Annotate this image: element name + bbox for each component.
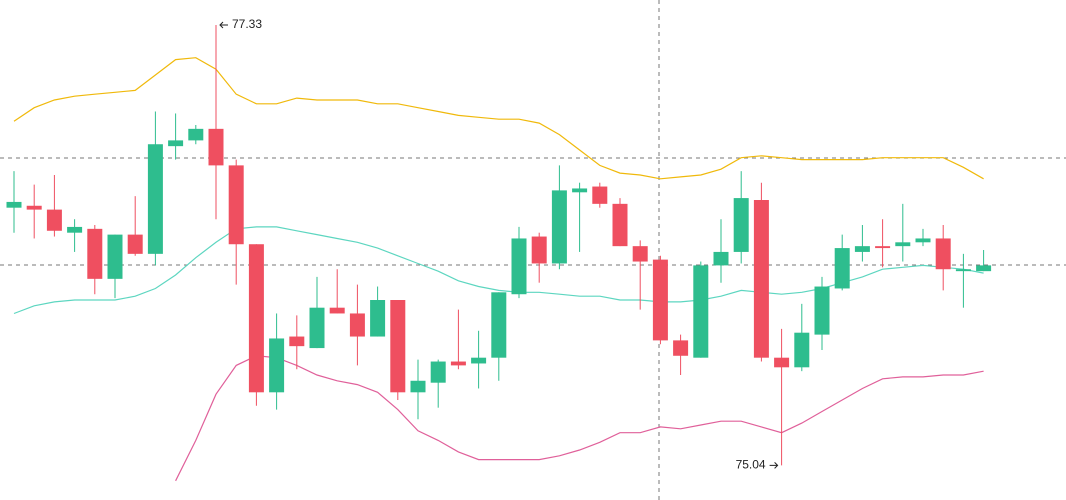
candle-body: [693, 265, 709, 358]
candle-body: [673, 340, 689, 356]
candle-body: [733, 198, 749, 252]
candle-body: [551, 190, 567, 264]
candle-body: [67, 226, 83, 233]
candle-body: [309, 307, 325, 349]
candle-body: [875, 246, 891, 249]
candle-body: [349, 313, 365, 337]
candle-body: [127, 234, 143, 254]
candle-body: [289, 336, 305, 347]
candle-body: [652, 259, 668, 341]
candle-body: [935, 238, 951, 270]
candle-body: [87, 228, 103, 279]
candle-body: [632, 246, 648, 262]
candle-body: [895, 242, 911, 247]
candle-body: [612, 203, 628, 247]
candle-body: [854, 246, 870, 252]
candle-body: [915, 238, 931, 243]
band-line: [175, 355, 984, 482]
candle-body: [814, 286, 830, 335]
candle-body: [390, 300, 406, 393]
candle-body: [955, 269, 971, 272]
candle-body: [248, 244, 264, 393]
candle-body: [491, 292, 507, 358]
candle-body: [450, 361, 466, 366]
candle-body: [46, 209, 62, 231]
candle-body: [269, 338, 285, 393]
label-arrow: [769, 462, 779, 469]
candle-body: [511, 238, 527, 295]
candle-body: [531, 236, 547, 264]
candle-body: [834, 248, 850, 289]
candle-body: [430, 361, 446, 383]
candle-body: [572, 188, 588, 193]
candle-body: [26, 205, 42, 210]
candle-body: [329, 307, 345, 314]
label-arrow: [219, 21, 228, 29]
candle-body: [794, 332, 810, 368]
candle-body: [753, 200, 769, 358]
high-label: 77.33: [232, 17, 262, 31]
candle-body: [168, 140, 184, 147]
candle-body: [774, 357, 790, 368]
candle-body: [370, 300, 386, 337]
candle-body: [6, 201, 22, 208]
candle-body: [188, 128, 204, 141]
candle-body: [713, 251, 729, 266]
candle-body: [592, 186, 608, 204]
band-line: [13, 57, 984, 180]
low-label: 75.04: [736, 458, 766, 472]
candle-body: [147, 144, 163, 254]
candle-body: [228, 165, 244, 245]
candle-body: [208, 128, 224, 166]
candle-body: [410, 380, 426, 393]
candle-body: [976, 265, 992, 272]
candle-body: [107, 234, 123, 279]
candle-body: [471, 357, 487, 364]
